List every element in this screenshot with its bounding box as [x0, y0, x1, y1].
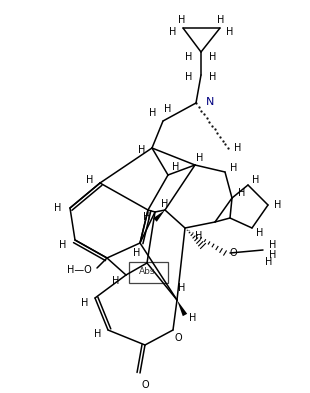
Text: H: H: [164, 104, 172, 114]
Text: H: H: [238, 188, 246, 198]
Text: H: H: [149, 108, 157, 118]
Text: H: H: [178, 283, 186, 293]
Text: O: O: [229, 248, 237, 258]
Text: H: H: [196, 153, 204, 163]
Text: H: H: [209, 52, 217, 62]
Text: H: H: [94, 329, 102, 339]
Text: H: H: [226, 27, 234, 37]
Text: H: H: [59, 240, 67, 250]
Text: O: O: [174, 333, 182, 343]
Text: H: H: [161, 199, 169, 209]
Text: O: O: [141, 380, 149, 390]
Text: H: H: [252, 175, 260, 185]
Text: H: H: [269, 240, 277, 250]
Text: N: N: [206, 97, 214, 107]
Text: H: H: [274, 200, 282, 210]
Text: H—O: H—O: [67, 265, 91, 275]
Text: H: H: [185, 52, 193, 62]
Polygon shape: [177, 300, 187, 316]
Text: Abs: Abs: [139, 268, 155, 277]
Polygon shape: [153, 210, 165, 222]
Text: H: H: [169, 27, 177, 37]
Text: H: H: [81, 298, 89, 308]
Text: H: H: [143, 212, 151, 222]
Text: H: H: [256, 228, 264, 238]
Text: H: H: [172, 162, 180, 172]
Text: H: H: [209, 72, 217, 82]
Text: H: H: [195, 231, 202, 241]
Text: H: H: [217, 15, 225, 25]
Text: H: H: [86, 175, 94, 185]
Text: H: H: [230, 163, 238, 173]
Text: H: H: [138, 145, 146, 155]
Text: H: H: [185, 72, 193, 82]
Text: H: H: [133, 248, 141, 258]
Text: H: H: [54, 203, 62, 213]
Text: H: H: [265, 257, 273, 267]
Text: H: H: [269, 250, 277, 260]
Text: H: H: [178, 15, 186, 25]
Text: H: H: [234, 143, 242, 153]
FancyBboxPatch shape: [129, 261, 167, 283]
Text: H: H: [189, 313, 197, 323]
Text: H: H: [112, 276, 120, 286]
